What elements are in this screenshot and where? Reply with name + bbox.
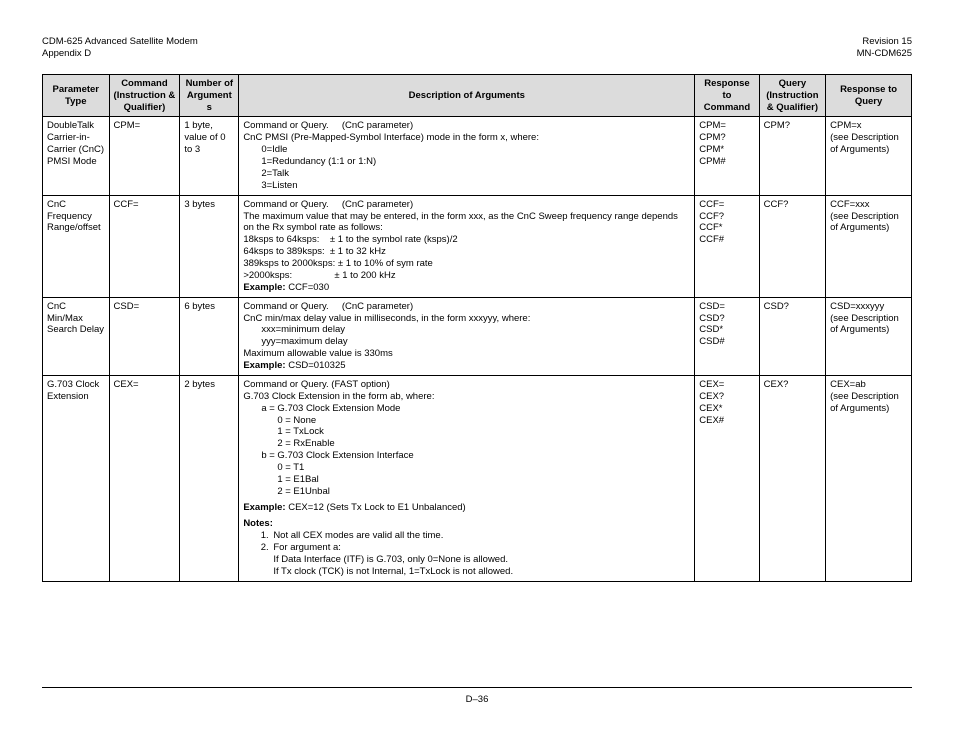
desc-indent: 0=Idle	[243, 144, 690, 156]
table-header-row: Parameter Type Command (Instruction & Qu…	[43, 74, 912, 117]
desc-line: 18ksps to 64ksps: ± 1 to the symbol rate…	[243, 234, 457, 245]
desc-line: The maximum value that may be entered, i…	[243, 211, 678, 234]
desc-indent: a = G.703 Clock Extension Mode	[243, 403, 690, 415]
example-label: Example:	[243, 360, 285, 371]
desc-line: >2000ksps: ± 1 to 200 kHz	[243, 270, 395, 281]
note-subtext: If Data Interface (ITF) is G.703, only 0…	[273, 554, 508, 565]
page-number: D–36	[42, 694, 912, 706]
doc-appendix: Appendix D	[42, 48, 198, 60]
desc-indent: 1=Redundancy (1:1 or 1:N)	[243, 156, 690, 168]
col-resp-cmd: Response to Command	[695, 74, 759, 117]
doc-revision: Revision 15	[857, 36, 912, 48]
note-item: For argument a: If Data Interface (ITF) …	[271, 542, 690, 578]
notes-list: Not all CEX modes are valid all the time…	[243, 530, 690, 578]
cell-desc: Command or Query. (CnC parameter) CnC PM…	[239, 117, 695, 195]
cell-desc: Command or Query. (CnC parameter) CnC mi…	[239, 297, 695, 375]
doc-id: MN-CDM625	[857, 48, 912, 60]
page-footer: D–36	[42, 687, 912, 706]
cell-param: CnC Frequency Range/offset	[43, 195, 110, 297]
desc-indent: 2=Talk	[243, 168, 690, 180]
cell-cmd: CPM=	[109, 117, 180, 195]
cell-param: CnC Min/Max Search Delay	[43, 297, 110, 375]
desc-indent: 3=Listen	[243, 180, 690, 192]
cell-nargs: 6 bytes	[180, 297, 239, 375]
cell-resp-q: CPM=x (see Description of Arguments)	[826, 117, 912, 195]
cell-query: CCF?	[759, 195, 826, 297]
desc-indent2: 0 = None	[243, 415, 690, 427]
cell-query: CSD?	[759, 297, 826, 375]
cell-desc: Command or Query. (FAST option) G.703 Cl…	[239, 375, 695, 581]
cell-resp-q: CSD=xxxyyy (see Description of Arguments…	[826, 297, 912, 375]
desc-indent2: 0 = T1	[243, 462, 690, 474]
cell-resp-q: CCF=xxx (see Description of Arguments)	[826, 195, 912, 297]
table-row: CnC Frequency Range/offset CCF= 3 bytes …	[43, 195, 912, 297]
example-label: Example:	[243, 282, 285, 293]
cell-nargs: 3 bytes	[180, 195, 239, 297]
desc-line: G.703 Clock Extension in the form ab, wh…	[243, 391, 434, 402]
note-item: Not all CEX modes are valid all the time…	[271, 530, 690, 542]
cell-cmd: CCF=	[109, 195, 180, 297]
desc-lead: Command or Query. (CnC parameter)	[243, 120, 413, 131]
cell-resp-cmd: CSD= CSD? CSD* CSD#	[695, 297, 759, 375]
example-val: CSD=010325	[286, 360, 346, 371]
col-query: Query (Instruction & Qualifier)	[759, 74, 826, 117]
cell-resp-cmd: CEX= CEX? CEX* CEX#	[695, 375, 759, 581]
desc-indent: b = G.703 Clock Extension Interface	[243, 450, 690, 462]
cell-desc: Command or Query. (CnC parameter) The ma…	[239, 195, 695, 297]
desc-lead: Command or Query. (CnC parameter)	[243, 301, 413, 312]
col-resp-query: Response to Query	[826, 74, 912, 117]
desc-indent2: 2 = E1Unbal	[243, 486, 690, 498]
doc-title: CDM-625 Advanced Satellite Modem	[42, 36, 198, 48]
desc-indent: xxx=minimum delay	[243, 324, 690, 336]
cell-cmd: CEX=	[109, 375, 180, 581]
notes-label: Notes:	[243, 518, 273, 529]
table-row: CnC Min/Max Search Delay CSD= 6 bytes Co…	[43, 297, 912, 375]
example-val: CCF=030	[286, 282, 330, 293]
cell-param: DoubleTalk Carrier-in-Carrier (CnC) PMSI…	[43, 117, 110, 195]
desc-indent: yyy=maximum delay	[243, 336, 690, 348]
note-text: For argument a:	[273, 542, 341, 553]
cell-nargs: 2 bytes	[180, 375, 239, 581]
example-label: Example:	[243, 502, 285, 513]
example-val: CEX=12 (Sets Tx Lock to E1 Unbalanced)	[286, 502, 466, 513]
parameter-table: Parameter Type Command (Instruction & Qu…	[42, 74, 912, 582]
desc-line: 64ksps to 389ksps: ± 1 to 32 kHz	[243, 246, 386, 257]
cell-resp-cmd: CPM= CPM? CPM* CPM#	[695, 117, 759, 195]
col-num-args: Number of Arguments	[180, 74, 239, 117]
header-left: CDM-625 Advanced Satellite Modem Appendi…	[42, 36, 198, 60]
col-command: Command (Instruction & Qualifier)	[109, 74, 180, 117]
cell-nargs: 1 byte, value of 0 to 3	[180, 117, 239, 195]
desc-line: CnC PMSI (Pre-Mapped-Symbol Interface) m…	[243, 132, 539, 143]
col-desc-args: Description of Arguments	[239, 74, 695, 117]
desc-indent2: 1 = TxLock	[243, 426, 690, 438]
table-row: DoubleTalk Carrier-in-Carrier (CnC) PMSI…	[43, 117, 912, 195]
desc-indent2: 2 = RxEnable	[243, 438, 690, 450]
cell-resp-cmd: CCF= CCF? CCF* CCF#	[695, 195, 759, 297]
cell-query: CPM?	[759, 117, 826, 195]
cell-resp-q: CEX=ab (see Description of Arguments)	[826, 375, 912, 581]
desc-indent2: 1 = E1Bal	[243, 474, 690, 486]
desc-line: Maximum allowable value is 330ms	[243, 348, 392, 359]
cell-cmd: CSD=	[109, 297, 180, 375]
header-right: Revision 15 MN-CDM625	[857, 36, 912, 60]
desc-line: CnC min/max delay value in milliseconds,…	[243, 313, 530, 324]
desc-lead: Command or Query. (CnC parameter)	[243, 199, 413, 210]
desc-lead: Command or Query. (FAST option)	[243, 379, 389, 390]
col-param-type: Parameter Type	[43, 74, 110, 117]
footer-rule	[42, 687, 912, 688]
desc-line: 389ksps to 2000ksps: ± 1 to 10% of sym r…	[243, 258, 433, 269]
table-row: G.703 Clock Extension CEX= 2 bytes Comma…	[43, 375, 912, 581]
cell-param: G.703 Clock Extension	[43, 375, 110, 581]
cell-query: CEX?	[759, 375, 826, 581]
page-header: CDM-625 Advanced Satellite Modem Appendi…	[42, 36, 912, 60]
note-subtext: If Tx clock (TCK) is not Internal, 1=TxL…	[273, 566, 513, 577]
